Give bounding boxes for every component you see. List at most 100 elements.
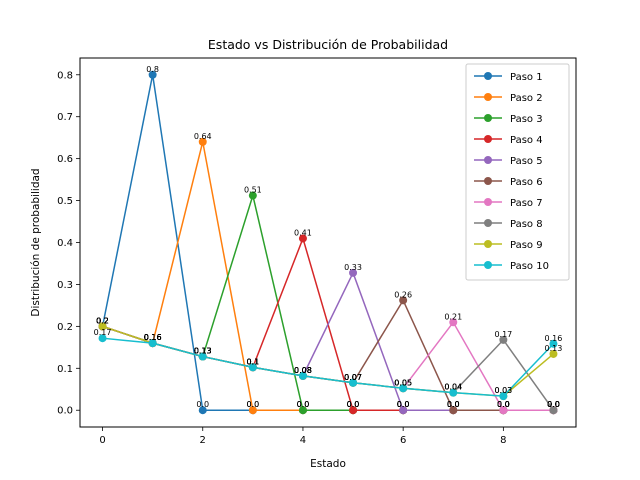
data-label: 0.08 (294, 366, 312, 375)
data-point (298, 234, 307, 243)
data-label: 0.2 (96, 316, 109, 325)
data-label: 0.0 (397, 400, 410, 409)
x-tick-label: 0 (99, 435, 105, 446)
data-label: 0.16 (545, 334, 563, 343)
data-label: 0.21 (444, 312, 462, 321)
legend-label: Paso 7 (510, 198, 543, 209)
data-label: 0.26 (394, 290, 412, 299)
data-label: 0.1 (246, 357, 259, 366)
data-label: 0.0 (397, 400, 410, 409)
data-label: 0.04 (444, 383, 462, 392)
data-point (148, 339, 157, 348)
legend-marker (484, 114, 492, 122)
data-label: 0.0 (497, 400, 510, 409)
data-label: 0.16 (144, 333, 162, 342)
data-point (349, 406, 358, 415)
data-point (248, 191, 257, 200)
data-label: 0.0 (497, 400, 510, 409)
data-label: 0.03 (494, 386, 512, 395)
legend-marker (484, 72, 492, 80)
data-label: 0.04 (444, 383, 462, 392)
data-point (499, 335, 508, 344)
data-label: 0.2 (96, 316, 109, 325)
data-label: 0.0 (547, 400, 560, 409)
x-axis-label: Estado (310, 458, 346, 470)
data-label: 0.13 (194, 347, 212, 356)
data-label: 0.05 (394, 378, 412, 387)
y-tick-label: 0.8 (57, 70, 73, 81)
legend-marker (484, 93, 492, 101)
data-label: 0.07 (344, 373, 362, 382)
legend-marker (484, 219, 492, 227)
data-label: 0.0 (447, 400, 460, 409)
data-label: 0.0 (447, 400, 460, 409)
y-axis: 0.0 0.1 0.2 0.3 0.4 0.5 0.6 0.7 0.8 (57, 70, 80, 417)
data-label: 0.16 (144, 333, 162, 342)
legend-marker (484, 261, 492, 269)
data-label: 0.16 (144, 333, 162, 342)
data-label: 0.08 (294, 366, 312, 375)
data-point (399, 296, 408, 305)
data-label: 0.0 (297, 400, 310, 409)
data-label: 0.1 (246, 357, 259, 366)
data-label: 0.2 (96, 316, 109, 325)
data-label: 0.0 (196, 400, 209, 409)
data-label: 0.16 (144, 333, 162, 342)
legend-item: Paso 8 (474, 219, 543, 230)
legend-item: Paso 3 (474, 114, 543, 125)
data-point (248, 363, 257, 372)
legend-item: Paso 1 (474, 72, 543, 83)
chart-title: Estado vs Distribución de Probabilidad (208, 37, 448, 52)
data-label: 0.0 (347, 400, 360, 409)
legend-item: Paso 9 (474, 240, 543, 251)
y-tick-label: 0.1 (57, 364, 73, 375)
data-label: 0.16 (144, 333, 162, 342)
data-label: 0.07 (344, 373, 362, 382)
legend-label: Paso 4 (510, 135, 543, 146)
y-tick-label: 0.0 (57, 406, 73, 417)
data-label: 0.08 (294, 366, 312, 375)
data-label: 0.0 (547, 400, 560, 409)
data-point (399, 384, 408, 393)
legend-label: Paso 2 (510, 93, 543, 104)
data-label: 0.13 (194, 347, 212, 356)
data-point (198, 352, 207, 361)
x-axis: 0 2 4 6 8 (99, 427, 507, 446)
legend-marker (484, 156, 492, 164)
data-point (399, 406, 408, 415)
data-point (298, 371, 307, 380)
data-label: 0.1 (246, 357, 259, 366)
legend-item: Paso 10 (474, 261, 549, 272)
data-label: 0.13 (194, 347, 212, 356)
legend-label: Paso 10 (510, 261, 549, 272)
y-tick-label: 0.6 (57, 154, 73, 165)
data-label: 0.07 (344, 373, 362, 382)
data-point (449, 406, 458, 415)
data-label: 0.2 (96, 316, 109, 325)
data-label: 0.13 (194, 347, 212, 356)
x-tick-label: 6 (400, 435, 406, 446)
data-label: 0.07 (344, 373, 362, 382)
legend-label: Paso 6 (510, 177, 543, 188)
data-label: 0.33 (344, 263, 362, 272)
data-label: 0.1 (246, 357, 259, 366)
legend: Paso 1 Paso 2 Paso 3 Paso 4 Paso 5 Paso 6 Paso… (465, 63, 570, 281)
data-label: 0.03 (494, 386, 512, 395)
legend-marker (484, 240, 492, 248)
data-label: 0.05 (394, 378, 412, 387)
data-label: 0.16 (144, 333, 162, 342)
data-point (449, 318, 458, 327)
data-label: 0.0 (246, 400, 259, 409)
data-label: 0.0 (347, 400, 360, 409)
data-label: 0.05 (394, 378, 412, 387)
data-label: 0.0 (497, 400, 510, 409)
data-label: 0.0 (347, 400, 360, 409)
legend-label: Paso 1 (510, 72, 543, 83)
data-point (499, 406, 508, 415)
data-label: 0.08 (294, 366, 312, 375)
y-tick-label: 0.5 (57, 196, 73, 207)
legend-item: Paso 7 (474, 198, 543, 209)
legend-item: Paso 6 (474, 177, 543, 188)
data-point (549, 349, 558, 358)
legend-item: Paso 5 (474, 156, 543, 167)
